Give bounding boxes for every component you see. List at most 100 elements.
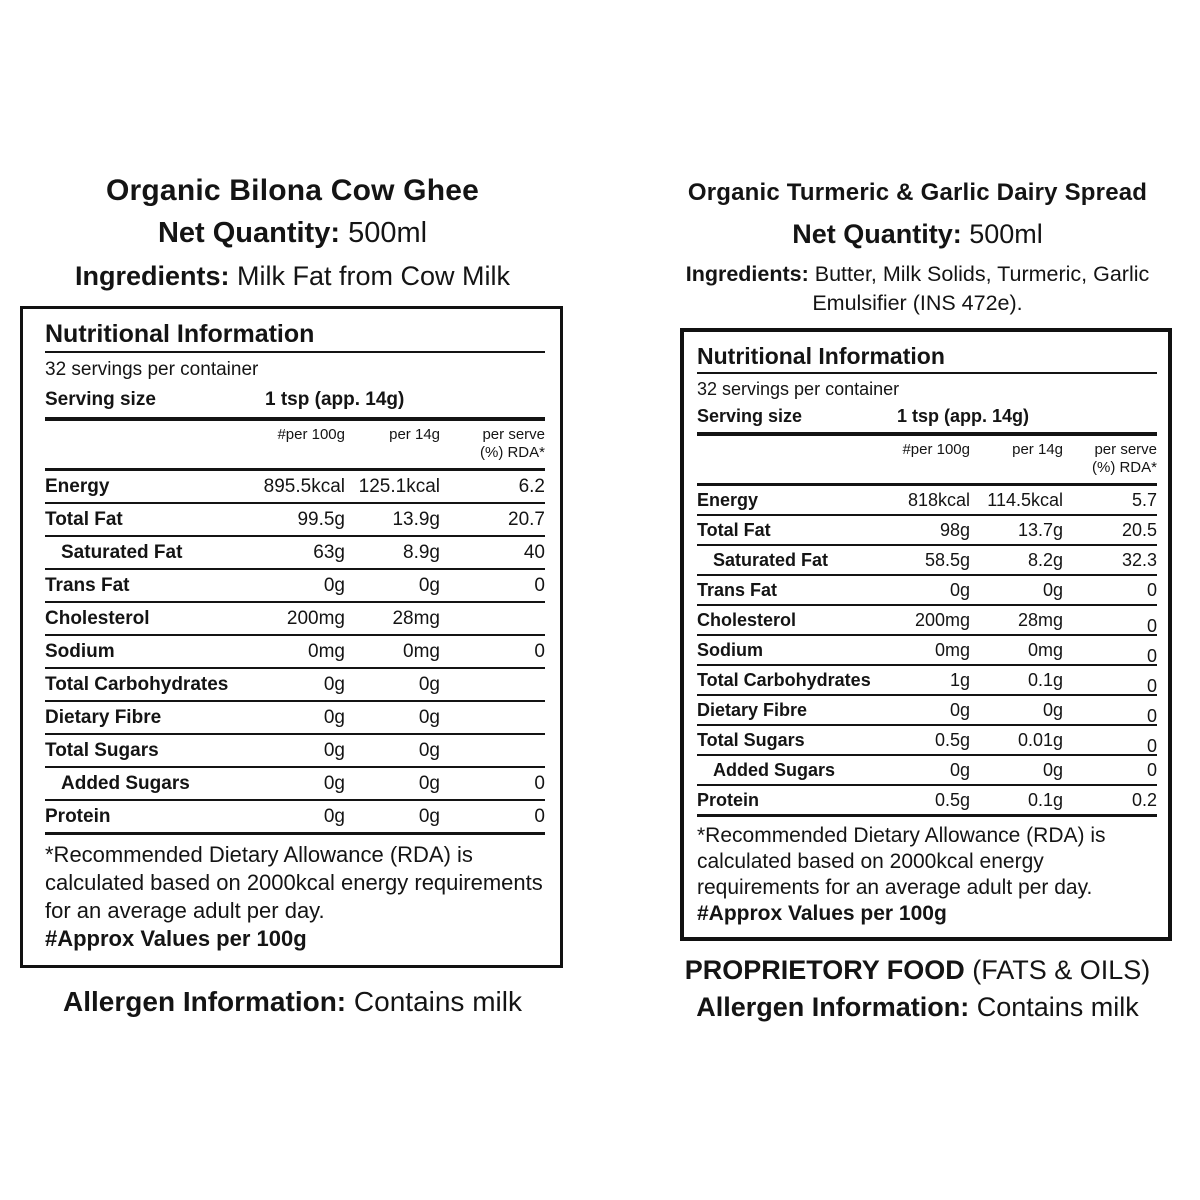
nutrient-name: Cholesterol bbox=[697, 610, 797, 630]
rda-footnote: *Recommended Dietary Allowance (RDA) is … bbox=[45, 841, 545, 953]
nutrition-row: Added Sugars 0g 0g 0 bbox=[45, 766, 545, 799]
value-per-14g: 0g bbox=[418, 674, 440, 695]
allergen-line: Allergen Information: Contains milk bbox=[655, 989, 1180, 1025]
nutrition-row: Total Fat 99.5g 13.9g 20.7 bbox=[45, 502, 545, 535]
column-header-per14g: per 14g bbox=[389, 426, 440, 443]
nutrition-row: Sodium 0mg 0mg 0 bbox=[697, 634, 1157, 666]
nutrient-name: Added Sugars bbox=[713, 760, 836, 780]
value-per-14g: 114.5kcal bbox=[987, 490, 1063, 510]
nutrition-rows: Energy 895.5kcal 125.1kcal 6.2 Total Fat 99.5… bbox=[45, 471, 545, 832]
value-per-100g: 1g bbox=[949, 670, 970, 690]
nutrient-name: Dietary Fibre bbox=[45, 707, 162, 728]
nutrition-row: Protein 0.5g 0.1g 0.2 bbox=[697, 784, 1157, 814]
nutrient-name: Protein bbox=[697, 790, 760, 810]
value-per-14g: 0.1g bbox=[1027, 790, 1063, 810]
rda-footnote: *Recommended Dietary Allowance (RDA) is … bbox=[697, 823, 1157, 927]
rda-footnote-text: *Recommended Dietary Allowance (RDA) is … bbox=[697, 824, 1106, 899]
value-per-14g: 28mg bbox=[1017, 610, 1063, 630]
value-per-100g: 0g bbox=[323, 740, 345, 761]
divider bbox=[697, 483, 1157, 486]
value-per-100g: 0g bbox=[949, 760, 970, 780]
value-per-14g: 0g bbox=[418, 575, 440, 596]
value-per-14g: 0mg bbox=[1027, 640, 1063, 660]
nutrition-row: Dietary Fibre 0g 0g bbox=[45, 700, 545, 733]
ingredients-label: Ingredients: bbox=[685, 262, 809, 286]
approx-values-note: #Approx Values per 100g bbox=[45, 926, 307, 951]
nutrition-row: Energy 818kcal 114.5kcal 5.7 bbox=[697, 486, 1157, 514]
value-per-100g: 200mg bbox=[286, 608, 345, 629]
value-per-serve: 5.7 bbox=[1131, 490, 1157, 510]
column-header-per100g: #per 100g bbox=[277, 426, 345, 443]
value-per-100g: 0g bbox=[949, 580, 970, 600]
nutrient-name: Trans Fat bbox=[697, 580, 778, 600]
column-header-per14g: per 14g bbox=[1012, 441, 1063, 458]
value-per-serve: 0 bbox=[534, 575, 545, 596]
value-per-100g: 63g bbox=[313, 542, 345, 563]
serving-size-value: 1 tsp (app. 14g) bbox=[265, 389, 405, 410]
value-per-100g: 0.5g bbox=[934, 790, 970, 810]
ingredients-value: Milk Fat from Cow Milk bbox=[237, 261, 511, 291]
column-header-per-serve: per serve (%) RDA* bbox=[440, 426, 545, 462]
value-per-serve: 6.2 bbox=[518, 476, 545, 497]
value-per-serve: 20.5 bbox=[1121, 520, 1157, 540]
nutrient-name: Energy bbox=[45, 476, 110, 497]
nutrition-row: Sodium 0mg 0mg 0 bbox=[45, 634, 545, 667]
value-per-14g: 8.2g bbox=[1027, 550, 1063, 570]
net-quantity-line: Net Quantity: 500ml bbox=[655, 216, 1180, 252]
value-per-14g: 0g bbox=[418, 707, 440, 728]
value-per-serve: 0 bbox=[534, 806, 545, 827]
servings-per-container: 32 servings per container bbox=[45, 359, 259, 380]
net-quantity-label: Net Quantity: bbox=[157, 217, 340, 249]
value-per-serve: 0 bbox=[1146, 736, 1157, 756]
nutrient-name: Sodium bbox=[45, 641, 115, 662]
panel-cow-ghee: Organic Bilona Cow Ghee Net Quantity: 50… bbox=[20, 172, 565, 1022]
per-serve-line2: (%) RDA* bbox=[479, 444, 545, 461]
nutrition-rows: Energy 818kcal 114.5kcal 5.7 Total Fat 98g 13.… bbox=[697, 486, 1157, 814]
nutrient-name: Protein bbox=[45, 806, 111, 827]
ingredients-line: Ingredients: Milk Fat from Cow Milk bbox=[20, 256, 565, 296]
category-name: PROPRIETORY FOOD bbox=[684, 955, 965, 985]
nutrition-row: Protein 0g 0g 0 bbox=[45, 799, 545, 832]
nutrient-name: Total Fat bbox=[45, 509, 123, 530]
nutrient-name: Total Carbohydrates bbox=[45, 674, 229, 695]
allergen-label: Allergen Information: bbox=[696, 992, 970, 1022]
value-per-100g: 0g bbox=[323, 773, 345, 794]
serving-size-value: 1 tsp (app. 14g) bbox=[897, 406, 1030, 426]
value-per-100g: 0g bbox=[323, 674, 345, 695]
nutrient-name: Cholesterol bbox=[45, 608, 150, 629]
value-per-14g: 0g bbox=[1042, 700, 1063, 720]
product-title: Organic Turmeric & Garlic Dairy Spread bbox=[687, 179, 1148, 206]
value-per-14g: 13.7g bbox=[1017, 520, 1063, 540]
nutrition-row: Added Sugars 0g 0g 0 bbox=[697, 754, 1157, 784]
divider bbox=[697, 372, 1157, 374]
value-per-14g: 0g bbox=[418, 740, 440, 761]
serving-size-row: Serving size 1 tsp (app. 14g) bbox=[45, 385, 545, 415]
allergen-line: Allergen Information: Contains milk bbox=[20, 982, 565, 1022]
ingredients-label: Ingredients: bbox=[74, 261, 230, 291]
value-per-serve: 0 bbox=[534, 641, 545, 662]
nutrition-heading: Nutritional Information bbox=[697, 343, 945, 369]
value-per-serve: 0 bbox=[1146, 760, 1157, 780]
ingredients-value-line1: Butter, Milk Solids, Turmeric, Garlic bbox=[814, 262, 1150, 286]
value-per-100g: 0g bbox=[323, 707, 345, 728]
divider bbox=[45, 832, 545, 835]
product-title: Organic Bilona Cow Ghee bbox=[106, 174, 479, 207]
per-serve-line1: per serve bbox=[482, 426, 545, 443]
value-per-serve: 0 bbox=[1146, 616, 1157, 636]
value-per-serve: 0 bbox=[1146, 676, 1157, 696]
value-per-100g: 895.5kcal bbox=[263, 476, 345, 497]
nutrient-name: Energy bbox=[697, 490, 759, 510]
nutrient-name: Dietary Fibre bbox=[697, 700, 808, 720]
value-per-14g: 13.9g bbox=[392, 509, 440, 530]
value-per-14g: 0g bbox=[1042, 760, 1063, 780]
nutrition-row: Saturated Fat 58.5g 8.2g 32.3 bbox=[697, 544, 1157, 574]
nutrient-name: Total Sugars bbox=[45, 740, 159, 761]
nutrient-name: Total Fat bbox=[697, 520, 771, 540]
value-per-14g: 0mg bbox=[403, 641, 440, 662]
column-header-per100g: #per 100g bbox=[902, 441, 970, 458]
column-header-per-serve: per serve (%) RDA* bbox=[1063, 441, 1157, 477]
nutrition-facts-box: Nutritional Information 32 servings per … bbox=[20, 306, 563, 968]
value-per-14g: 0.1g bbox=[1027, 670, 1063, 690]
value-per-14g: 0.01g bbox=[1017, 730, 1063, 750]
value-per-100g: 200mg bbox=[914, 610, 970, 630]
